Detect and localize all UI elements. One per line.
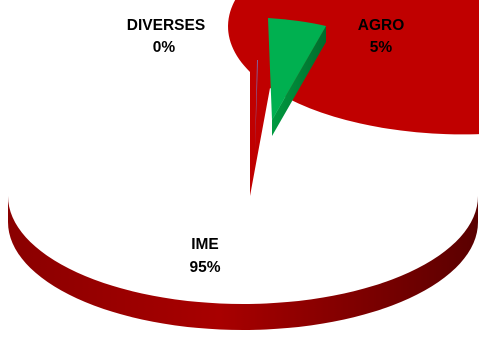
slice-percent-diverses: 0%: [153, 39, 176, 56]
slice-label-diverses: DIVERSES: [127, 17, 205, 34]
pie-slice-diverses: [255, 60, 258, 150]
pie-slice-agro: [268, 18, 326, 136]
pie-slice-agro-top: [268, 18, 326, 120]
slice-percent-ime: 95%: [189, 259, 220, 276]
slice-percent-agro: 5%: [370, 39, 393, 56]
pie-slice-ime-side: [8, 196, 478, 330]
slice-label-agro: AGRO: [358, 17, 405, 34]
pie-slice-agro-side: [272, 26, 326, 136]
slice-label-ime: IME: [191, 236, 219, 253]
pie-slice-ime-top: [228, 0, 479, 196]
pie-slice-ime: [8, 0, 479, 330]
